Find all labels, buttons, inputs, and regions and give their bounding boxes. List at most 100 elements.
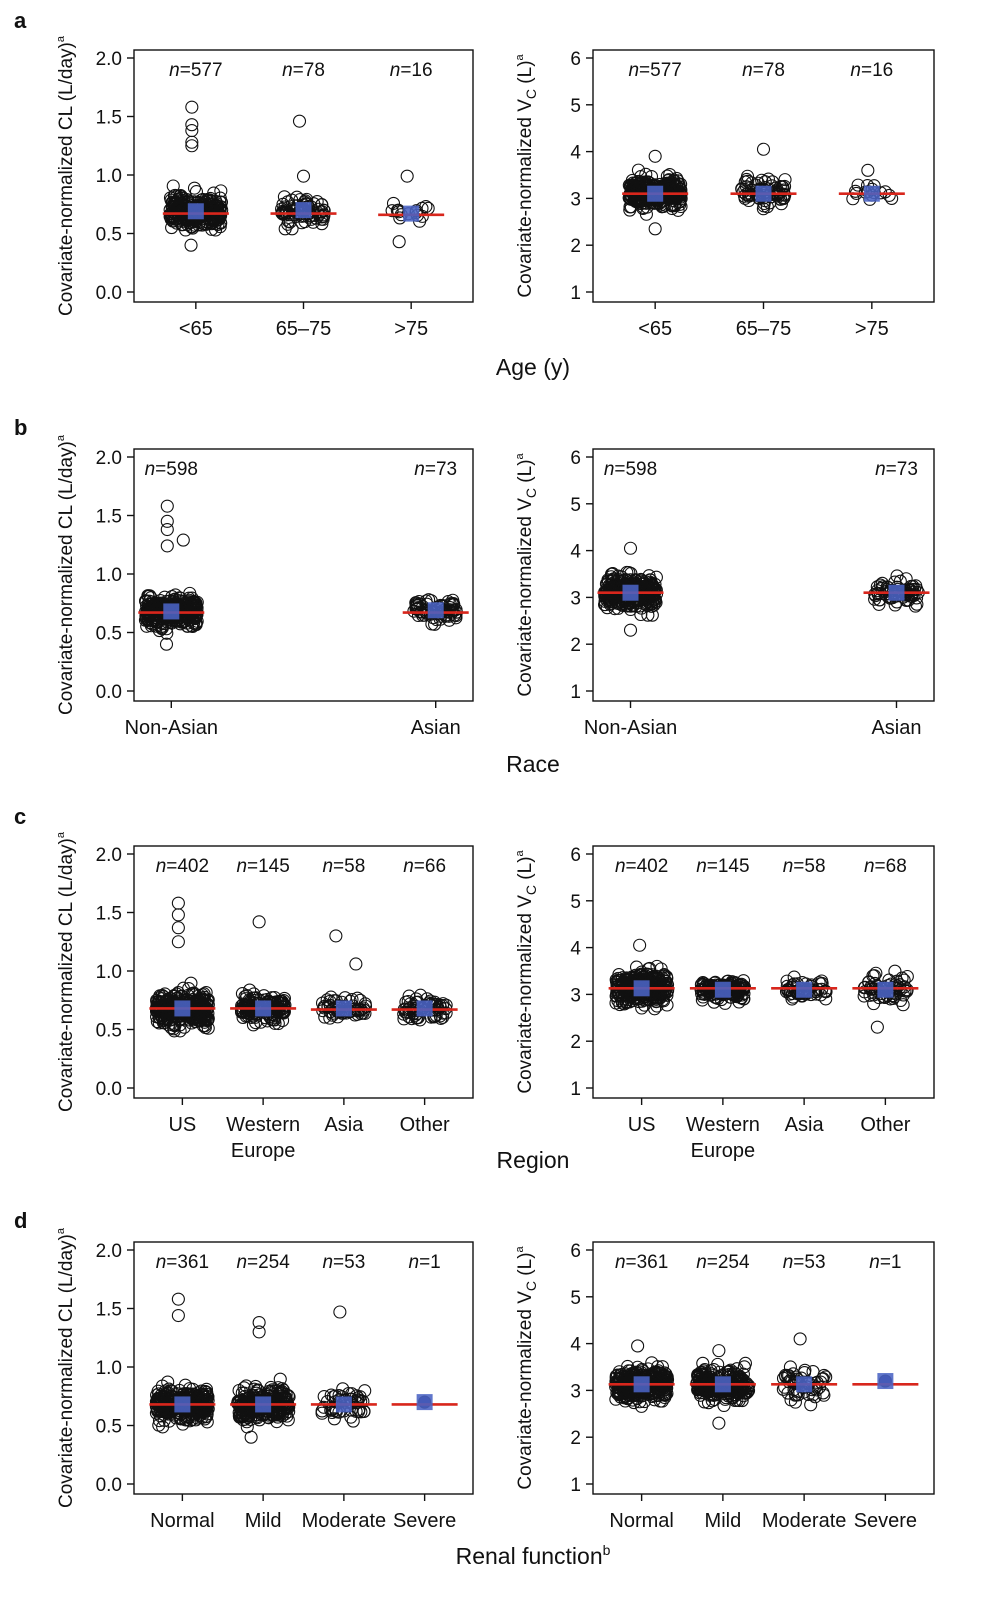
y-tick-label: 1.0 xyxy=(96,962,122,983)
data-point xyxy=(350,991,364,1005)
y-tick-label: 0.5 xyxy=(96,624,122,645)
data-point xyxy=(872,597,886,611)
data-point xyxy=(385,204,399,218)
y-axis-label-unit: (L) xyxy=(515,1252,536,1281)
y-tick-label: 1.0 xyxy=(96,1358,122,1379)
y-axis-label: Covariate-normalized VC (L)a xyxy=(514,53,539,297)
mean-marker xyxy=(335,1396,352,1413)
y-axis-label: Covariate-normalized CL (L/day)a xyxy=(55,1227,77,1508)
data-point xyxy=(639,207,653,221)
outlier-point xyxy=(756,142,771,156)
data-point xyxy=(233,1402,247,1416)
data-point xyxy=(654,962,668,976)
n-label: n=53 xyxy=(783,1252,826,1273)
mean-marker xyxy=(714,981,731,998)
n-symbol: n xyxy=(864,856,875,877)
outlier-point xyxy=(623,623,638,637)
data-point xyxy=(781,984,795,998)
data-point xyxy=(603,597,617,611)
data-point xyxy=(910,582,924,597)
y-axis-label: Covariate-normalized VC (L)a xyxy=(514,849,539,1093)
outlier-point xyxy=(623,541,638,555)
data-point xyxy=(798,1363,812,1377)
n-label: n=73 xyxy=(414,459,457,480)
n-label: n=73 xyxy=(875,459,918,480)
data-point xyxy=(644,169,659,184)
chart-b-cl: 0.0 0.5 1.0 1.5 2.0 Covariate-normalized CL (… xyxy=(55,434,474,739)
data-point xyxy=(900,983,914,997)
n-symbol: n xyxy=(236,856,247,877)
n-label: n=58 xyxy=(322,856,365,877)
data-point xyxy=(238,998,252,1012)
y-tick-label: 5 xyxy=(570,96,581,117)
outlier-point xyxy=(171,921,185,935)
n-symbol: n xyxy=(604,459,615,480)
data-point xyxy=(233,1410,247,1424)
data-point xyxy=(252,1413,267,1427)
n-value: =577 xyxy=(180,60,223,81)
n-value: =145 xyxy=(707,856,750,877)
n-value: =598 xyxy=(155,459,198,480)
outlier-point xyxy=(793,1332,807,1346)
y-axis-label-sup: a xyxy=(55,35,67,42)
data-point xyxy=(650,999,664,1013)
y-tick-label: 4 xyxy=(570,143,581,164)
n-value: =254 xyxy=(707,1252,750,1273)
data-point xyxy=(251,1383,265,1397)
data-point xyxy=(439,998,453,1012)
data-point xyxy=(642,588,656,602)
n-label: n=16 xyxy=(850,60,893,81)
n-symbol: n xyxy=(403,856,414,877)
outlier-point xyxy=(333,1305,347,1319)
mean-marker xyxy=(633,1376,650,1393)
data-point xyxy=(893,978,907,992)
data-point xyxy=(189,610,203,624)
x-tick-label: Severe xyxy=(854,1510,917,1532)
data-point xyxy=(336,1382,350,1396)
data-point xyxy=(419,594,433,608)
y-axis-label-unit: (L) xyxy=(515,856,536,885)
data-point xyxy=(869,966,883,980)
data-point xyxy=(778,173,792,187)
n-label: n=402 xyxy=(615,856,668,877)
n-symbol: n xyxy=(390,60,401,81)
n-value: =68 xyxy=(875,856,907,877)
data-point xyxy=(236,1004,250,1018)
data-point xyxy=(190,614,204,628)
y-tick-label: 3 xyxy=(570,985,581,1006)
data-point xyxy=(788,1395,802,1409)
y-tick-label: 0.0 xyxy=(96,1475,122,1496)
mean-marker xyxy=(174,1000,191,1017)
outlier-point xyxy=(171,935,185,949)
n-value: =402 xyxy=(626,856,669,877)
n-symbol: n xyxy=(409,1252,420,1273)
data-point xyxy=(327,1412,341,1426)
data-point xyxy=(188,596,203,611)
outlier-point xyxy=(252,1325,266,1339)
outlier-point xyxy=(712,1344,726,1358)
data-point xyxy=(899,572,913,586)
data-point xyxy=(660,985,674,999)
y-tick-label: 1.0 xyxy=(96,166,122,187)
mean-marker xyxy=(796,1376,813,1393)
n-label: n=598 xyxy=(145,459,198,480)
data-point xyxy=(157,1413,171,1427)
n-symbol: n xyxy=(783,1252,794,1273)
data-point xyxy=(693,1367,707,1381)
x-tick-label: US xyxy=(628,1114,656,1136)
data-point xyxy=(819,992,833,1006)
outlier-point xyxy=(160,539,174,553)
y-tick-label: 1.5 xyxy=(96,507,122,528)
n-value: =78 xyxy=(293,60,325,81)
y-tick-label: 0.0 xyxy=(96,682,122,703)
n-symbol: n xyxy=(742,60,753,81)
n-symbol: n xyxy=(869,1252,880,1273)
y-tick-label: 1 xyxy=(570,283,581,304)
data-point xyxy=(433,1000,447,1014)
y-tick-label: 4 xyxy=(570,542,581,563)
outlier-point xyxy=(252,915,266,929)
y-axis-label-unit: (L) xyxy=(515,60,536,89)
n-label: n=577 xyxy=(169,60,222,81)
outlier-point xyxy=(392,235,406,249)
n-symbol: n xyxy=(696,856,707,877)
